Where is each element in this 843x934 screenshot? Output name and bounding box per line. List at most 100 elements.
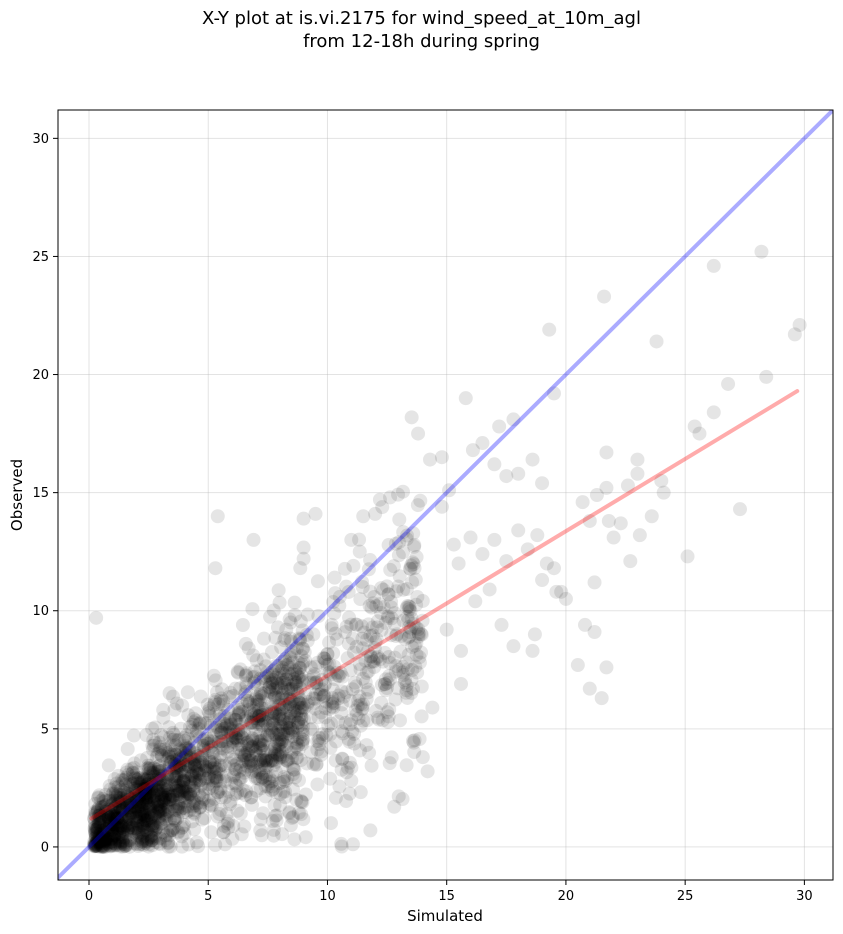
data-point	[162, 760, 177, 775]
data-point	[293, 632, 308, 647]
data-point	[101, 758, 116, 773]
data-point	[306, 676, 321, 691]
data-point	[147, 794, 162, 809]
data-point	[120, 797, 135, 812]
data-point	[151, 769, 166, 784]
data-point	[178, 740, 193, 755]
data-point	[97, 823, 112, 838]
data-point	[589, 488, 604, 502]
x-axis-ticks: 0 5 10 15 20 25 30	[85, 880, 813, 904]
data-point	[405, 734, 420, 749]
data-point	[369, 632, 384, 647]
data-point	[359, 665, 374, 680]
data-point	[451, 556, 466, 571]
data-point	[238, 713, 253, 728]
data-point	[391, 487, 406, 502]
data-point	[145, 721, 160, 736]
data-point	[343, 663, 358, 678]
data-point	[263, 685, 278, 700]
data-point	[205, 745, 220, 760]
data-point	[131, 788, 146, 803]
data-point	[259, 669, 274, 684]
data-point	[252, 693, 267, 708]
data-point	[311, 710, 326, 725]
data-point	[88, 830, 103, 845]
data-point	[201, 736, 216, 751]
data-point	[376, 582, 391, 597]
data-point	[174, 763, 189, 778]
data-point	[754, 244, 769, 259]
data-point	[152, 803, 167, 818]
data-point	[275, 749, 290, 764]
data-point	[134, 775, 149, 790]
data-point	[253, 736, 268, 751]
data-point	[128, 779, 143, 794]
data-point	[131, 771, 146, 786]
data-point	[215, 722, 230, 737]
data-point	[102, 778, 117, 793]
data-point	[187, 735, 202, 750]
data-point	[356, 713, 371, 728]
data-point	[687, 419, 702, 434]
data-point	[334, 724, 349, 739]
data-point	[283, 615, 298, 630]
data-point	[170, 752, 185, 767]
data-point	[180, 799, 195, 814]
data-point	[188, 746, 203, 761]
data-point	[248, 769, 263, 784]
data-point	[269, 658, 284, 673]
data-point	[365, 620, 380, 635]
data-point	[210, 734, 225, 749]
data-point	[160, 790, 175, 805]
data-point	[255, 705, 270, 720]
data-point	[180, 685, 195, 700]
data-point	[284, 644, 299, 659]
data-point	[355, 631, 370, 646]
data-point	[348, 617, 363, 632]
data-point	[238, 636, 253, 651]
data-point	[332, 669, 347, 684]
data-point	[326, 700, 341, 715]
data-point	[256, 766, 271, 781]
data-point	[115, 829, 130, 844]
data-point	[279, 716, 294, 731]
data-point	[363, 584, 378, 599]
data-point	[98, 830, 113, 845]
data-point	[129, 813, 144, 828]
data-point	[136, 779, 151, 794]
data-point	[235, 769, 250, 784]
data-point	[102, 835, 117, 850]
data-point	[97, 838, 112, 853]
data-point	[381, 650, 396, 665]
data-point	[346, 558, 361, 573]
data-point	[186, 783, 201, 798]
data-point	[144, 781, 159, 796]
data-point	[145, 785, 160, 800]
data-point	[260, 728, 275, 743]
data-point	[115, 805, 130, 820]
data-point	[162, 720, 177, 735]
data-point	[96, 827, 111, 842]
data-point	[184, 769, 199, 784]
data-point	[152, 758, 167, 773]
data-point	[492, 419, 507, 434]
data-point	[314, 682, 329, 697]
data-point	[274, 701, 289, 716]
data-point	[267, 662, 282, 677]
data-point	[348, 703, 363, 718]
data-point	[256, 753, 271, 768]
data-point	[126, 820, 141, 835]
data-point	[172, 804, 187, 819]
data-point	[361, 682, 376, 697]
data-point	[194, 777, 209, 792]
data-point	[156, 792, 171, 807]
data-point	[244, 714, 259, 729]
data-point	[402, 602, 417, 617]
data-point	[125, 777, 140, 792]
data-point	[273, 726, 288, 741]
data-point	[367, 641, 382, 656]
data-point	[146, 779, 161, 794]
data-point	[231, 733, 246, 748]
data-point	[141, 758, 156, 773]
data-point	[181, 731, 196, 746]
